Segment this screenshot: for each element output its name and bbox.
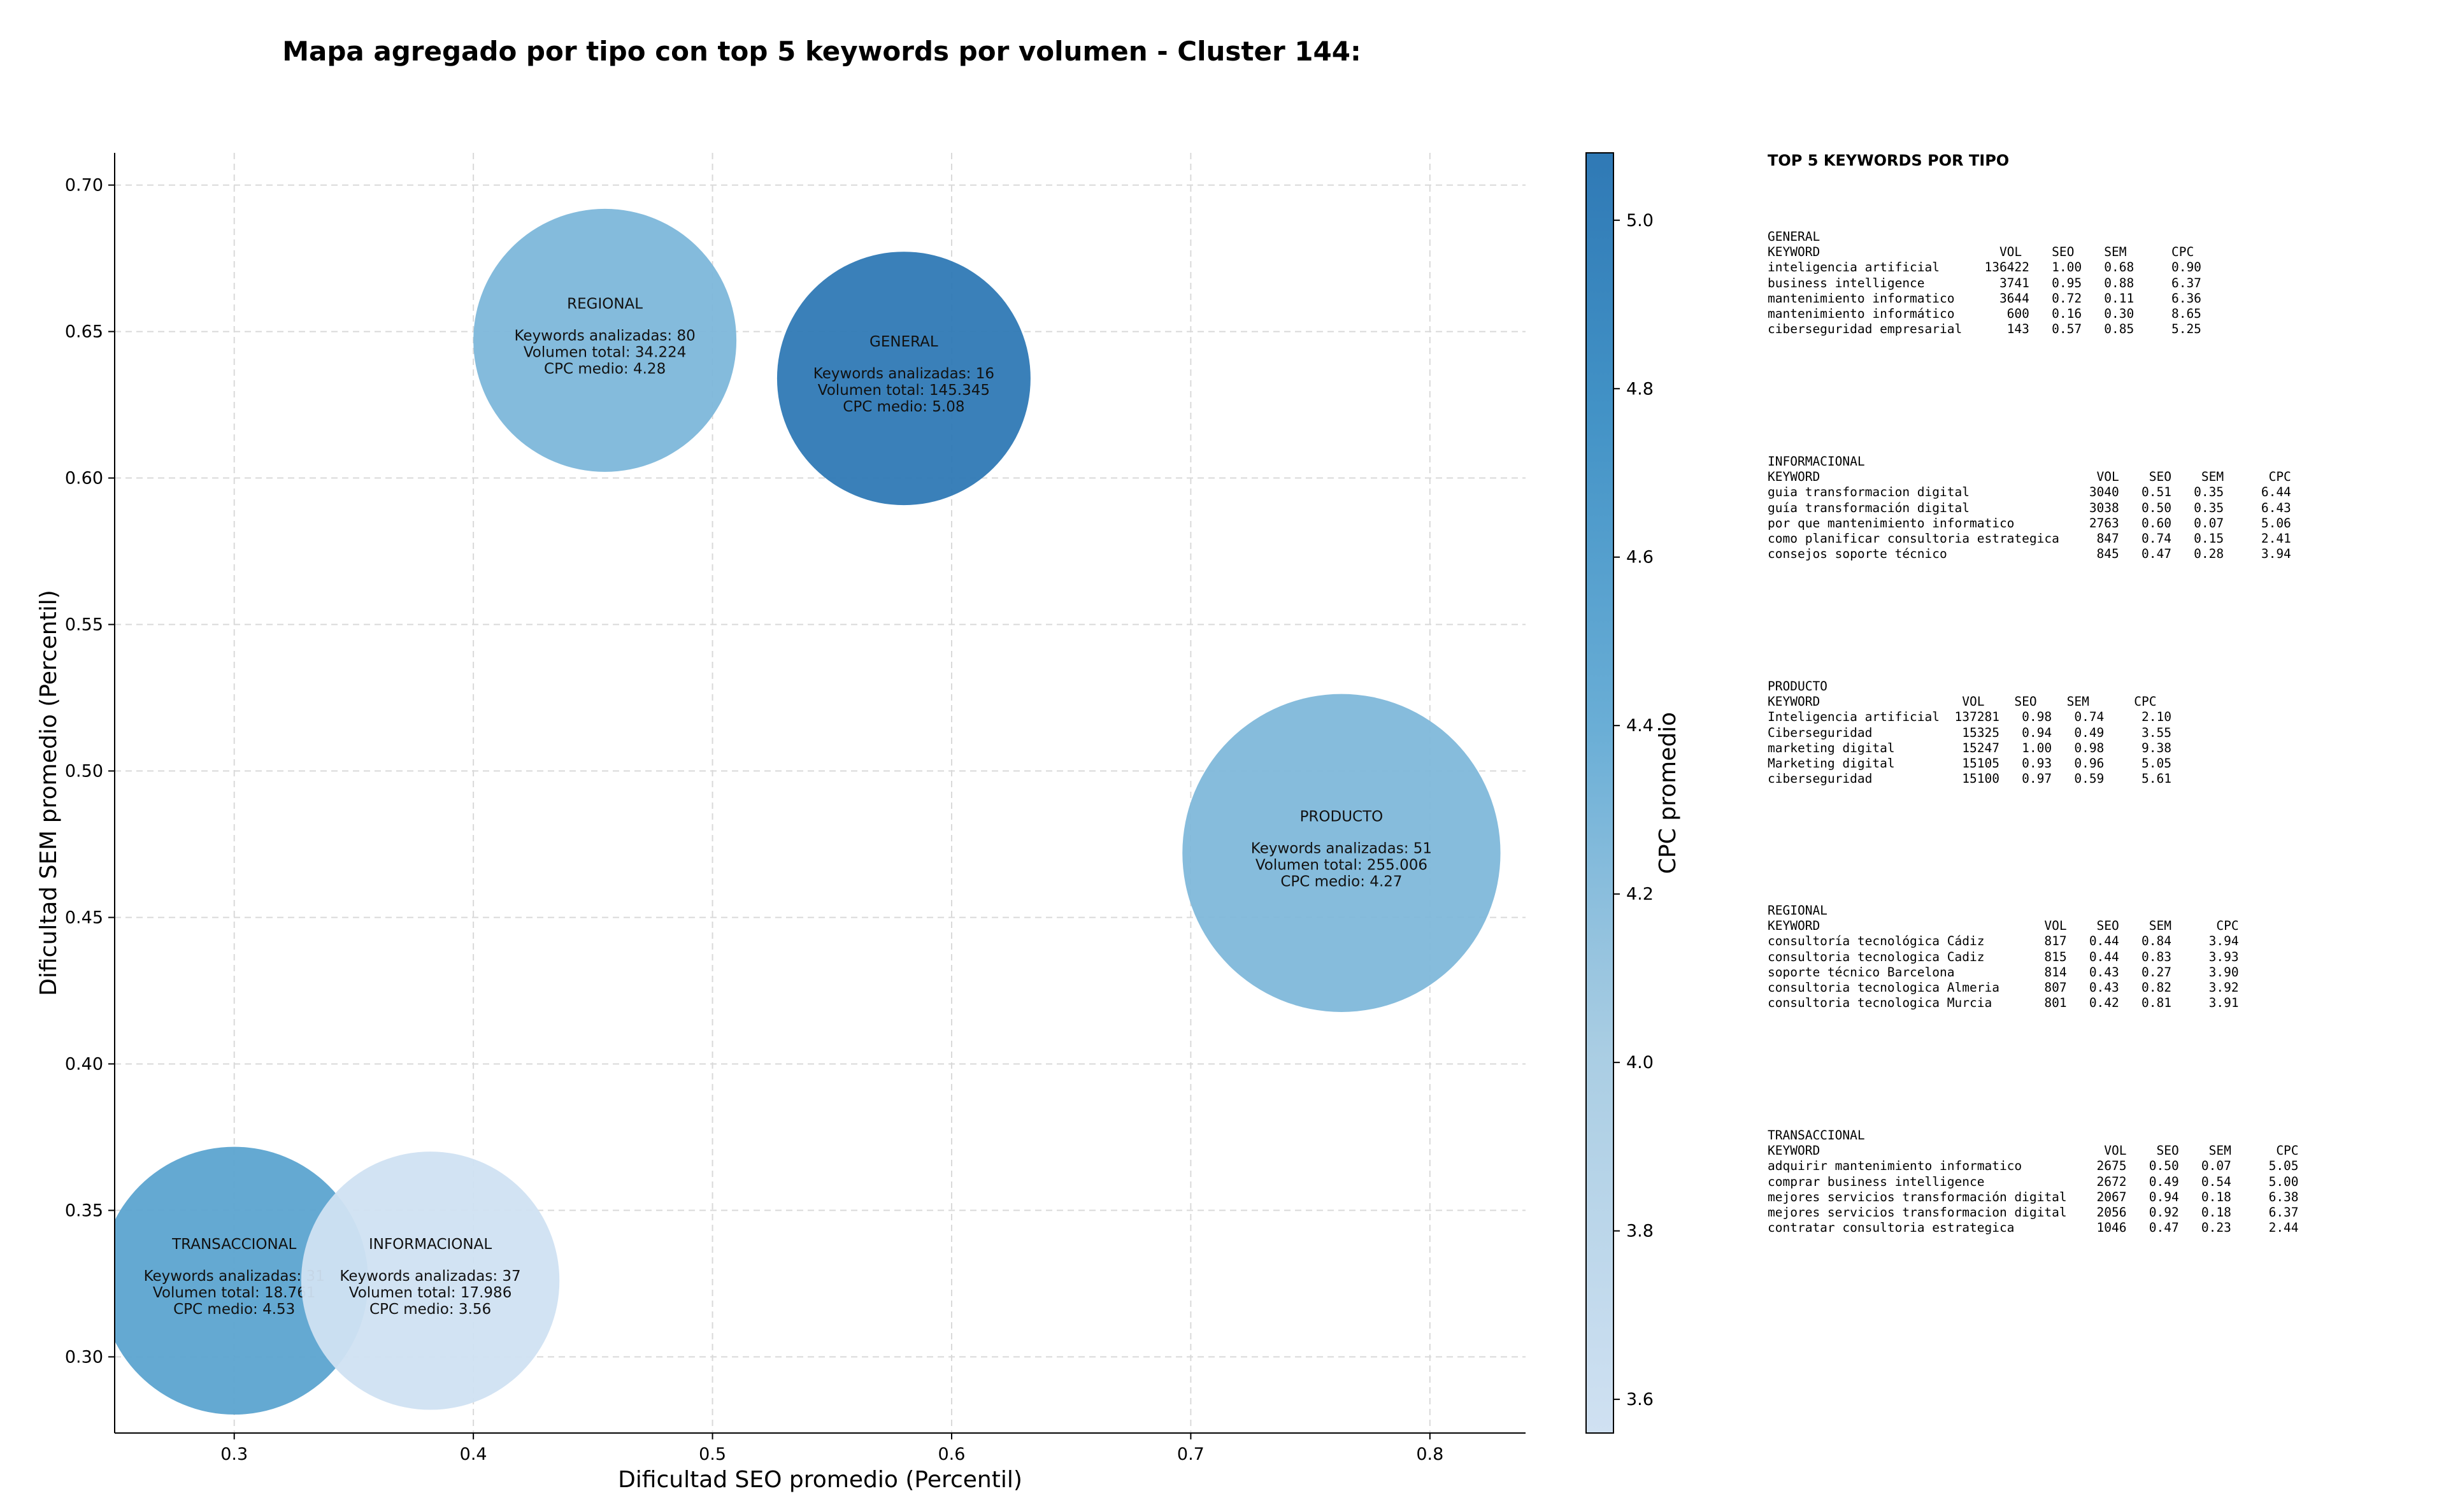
colorbar-gradient: [1585, 152, 1614, 1434]
keyword-line: KEYWORD VOL SEO SEM CPC: [1768, 694, 2157, 710]
y-tick-label: 0.35: [65, 1201, 103, 1220]
bubble-label: Keywords analizadas: 37: [340, 1268, 520, 1285]
y-tick-label: 0.45: [65, 908, 103, 927]
keyword-line: KEYWORD VOL SEO SEM CPC: [1768, 469, 2291, 485]
y-tick-label: 0.40: [65, 1054, 103, 1074]
y-tick-label: 0.60: [65, 469, 103, 489]
keyword-block-producto: PRODUCTO KEYWORD VOL SEO SEM CPC Inteligen…: [1768, 679, 2171, 787]
bubble-label: CPC medio: 3.56: [369, 1301, 491, 1318]
x-axis-label: Dificultad SEO promedio (Percentil): [618, 1467, 1022, 1493]
keyword-line: consultoria tecnologica Cadiz 815 0.44 0…: [1768, 949, 2239, 964]
keyword-line: soporte técnico Barcelona 814 0.43 0.27 …: [1768, 964, 2239, 980]
bubble-label: Keywords analizadas: 16: [813, 366, 994, 382]
y-tick-label: 0.70: [65, 176, 103, 196]
keyword-line: contratar consultoria estrategica 1046 0…: [1768, 1220, 2299, 1236]
y-tick-label: 0.65: [65, 322, 103, 342]
keyword-line: comprar business intelligence 2672 0.49 …: [1768, 1174, 2299, 1189]
axes: 0.3 0.4 0.5 0.6 0.7 0.8 0.30 0.35 0.40 0.45 0.50 0.…: [36, 153, 1526, 1493]
x-tick-label: 0.7: [1177, 1444, 1205, 1464]
x-tick-label: 0.4: [460, 1444, 487, 1464]
keyword-line: por que mantenimiento informatico 2763 0…: [1768, 515, 2291, 531]
keyword-line: KEYWORD VOL SEO SEM CPC: [1768, 245, 2194, 260]
keyword-block-regional: REGIONAL KEYWORD VOL SEO SEM CPC consultor…: [1768, 903, 2239, 1011]
bubble-label: Volumen total: 17.986: [349, 1285, 512, 1301]
bubble-label: CPC medio: 4.53: [173, 1301, 295, 1318]
keyword-line: consultoría tecnológica Cádiz 817 0.44 0…: [1768, 934, 2239, 949]
bubble-label: INFORMACIONAL: [369, 1236, 492, 1253]
keyword-line: mantenimiento informático 600 0.16 0.30 …: [1768, 306, 2201, 321]
keyword-line: KEYWORD VOL SEO SEM CPC: [1768, 1143, 2299, 1159]
bubble-label: CPC medio: 5.08: [843, 399, 964, 415]
bubble-general: [776, 252, 1031, 506]
bubble-label: Keywords analizadas: 31: [144, 1268, 325, 1285]
bubble-label: Volumen total: 145.345: [818, 382, 990, 399]
bubble-label: CPC medio: 4.28: [544, 360, 666, 377]
bubble-label: GENERAL: [869, 334, 938, 350]
keyword-line: PRODUCTO: [1768, 679, 1827, 694]
colorbar-tick-label: 5.0: [1626, 211, 1654, 231]
bubble-label: CPC medio: 4.27: [1280, 873, 1402, 890]
colorbar-tick-label: 3.6: [1626, 1390, 1654, 1409]
colorbar-tick-label: 4.0: [1626, 1053, 1654, 1073]
colorbar-tick-label: 4.6: [1626, 548, 1654, 567]
chart-title: Mapa agregado por tipo con top 5 keyword…: [282, 36, 1361, 67]
bubble-label: PRODUCTO: [1300, 808, 1384, 825]
panel-title: TOP 5 KEYWORDS POR TIPO: [1768, 152, 2010, 169]
keyword-line: mejores servicios transformación digital…: [1768, 1189, 2299, 1204]
keyword-block-general: GENERAL KEYWORD VOL SEO SEM CPC inteligenc…: [1768, 229, 2201, 337]
bubble-label: Volumen total: 18.761: [153, 1285, 316, 1301]
keyword-line: ciberseguridad 15100 0.97 0.59 5.61: [1768, 771, 2171, 787]
keyword-line: guia transformacion digital 3040 0.51 0.…: [1768, 485, 2291, 500]
keyword-line: mantenimiento informatico 3644 0.72 0.11…: [1768, 290, 2201, 306]
bubble-label: Keywords analizadas: 51: [1251, 840, 1432, 857]
x-tick-label: 0.8: [1416, 1444, 1443, 1464]
y-axis-label: Dificultad SEM promedio (Percentil): [36, 590, 62, 996]
bubble-label: Volumen total: 34.224: [524, 344, 687, 360]
keyword-line: GENERAL: [1768, 229, 1820, 244]
keyword-block-transaccional: TRANSACCIONAL KEYWORD VOL SEO SEM CPC adqu…: [1768, 1128, 2299, 1236]
bubble-regional: [473, 208, 737, 472]
keyword-line: mejores servicios transformacion digital…: [1768, 1204, 2299, 1220]
y-tick-label: 0.55: [65, 615, 103, 635]
keyword-line: ciberseguridad empresarial 143 0.57 0.85…: [1768, 322, 2201, 337]
colorbar-tick-label: 4.8: [1626, 379, 1654, 399]
x-tick-label: 0.5: [699, 1444, 726, 1464]
x-tick-label: 0.3: [220, 1444, 248, 1464]
y-tick-label: 0.30: [65, 1347, 103, 1367]
keyword-line: INFORMACIONAL: [1768, 454, 1865, 469]
colorbar-tick-label: 4.2: [1626, 885, 1654, 904]
top-keywords-panel: TOP 5 KEYWORDS POR TIPO GENERAL KEYWORD V…: [1768, 152, 2299, 1235]
keyword-line: Marketing digital 15105 0.93 0.96 5.05: [1768, 755, 2171, 771]
colorbar-tick-label: 4.4: [1626, 716, 1654, 736]
bubble-informacional: [301, 1152, 560, 1410]
keyword-line: Ciberseguridad 15325 0.94 0.49 3.55: [1768, 725, 2171, 740]
colorbar-tick-label: 3.8: [1626, 1222, 1654, 1241]
keyword-line: Inteligencia artificial 137281 0.98 0.74…: [1768, 710, 2171, 725]
keyword-line: TRANSACCIONAL: [1768, 1128, 1865, 1143]
keyword-line: como planificar consultoria estrategica …: [1768, 531, 2291, 546]
y-tick-label: 0.50: [65, 762, 103, 781]
keyword-line: marketing digital 15247 1.00 0.98 9.38: [1768, 740, 2171, 755]
colorbar-label: CPC promedio: [1655, 712, 1681, 874]
keyword-line: REGIONAL: [1768, 903, 1827, 918]
bubble-label: REGIONAL: [567, 296, 643, 312]
colorbar: 3.6 3.8 4.0 4.2 4.4 4.6 4.8 5.0 CPC promedio: [1585, 152, 1681, 1434]
keyword-line: consultoria tecnologica Murcia 801 0.42 …: [1768, 995, 2239, 1011]
keyword-line: KEYWORD VOL SEO SEM CPC: [1768, 918, 2239, 934]
keyword-line: guía transformación digital 3038 0.50 0.…: [1768, 500, 2291, 515]
bubble-label: TRANSACCIONAL: [171, 1236, 296, 1253]
keyword-line: consejos soporte técnico 845 0.47 0.28 3…: [1768, 546, 2291, 562]
bubble-transaccional: [115, 1146, 368, 1415]
keyword-block-informacional: INFORMACIONAL KEYWORD VOL SEO SEM CPC guia…: [1768, 454, 2291, 562]
keyword-line: consultoria tecnologica Almeria 807 0.43…: [1768, 980, 2239, 995]
keyword-line: business intelligence 3741 0.95 0.88 6.3…: [1768, 275, 2201, 290]
keyword-line: adquirir mantenimiento informatico 2675 …: [1768, 1159, 2299, 1174]
bubble-label: Keywords analizadas: 80: [514, 327, 695, 344]
x-tick-label: 0.6: [938, 1444, 966, 1464]
keyword-line: inteligencia artificial 136422 1.00 0.68…: [1768, 260, 2201, 275]
bubble-label: Volumen total: 255.006: [1255, 857, 1427, 873]
bubble-producto: [1182, 694, 1501, 1012]
